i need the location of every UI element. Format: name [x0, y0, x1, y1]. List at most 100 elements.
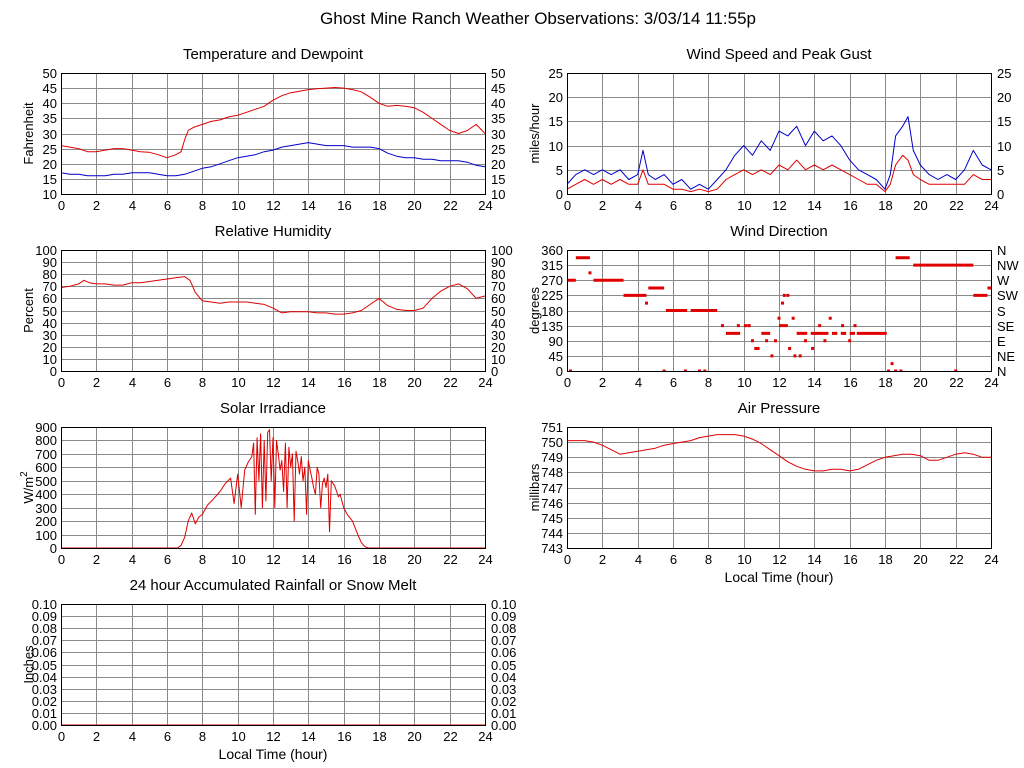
x-tick-label: 10 — [231, 375, 245, 390]
x-tick-label: 18 — [372, 552, 386, 567]
direction-point — [899, 369, 903, 372]
x-tick-label: 18 — [878, 375, 892, 390]
right-tick-label: 10 — [491, 187, 505, 202]
right-tick-label: 0.01 — [491, 706, 516, 721]
direction-point — [798, 354, 802, 358]
right-tick-label: 0.02 — [491, 694, 516, 709]
x-tick-label: 6 — [164, 198, 171, 213]
right-tick-label: 45 — [491, 81, 505, 96]
x-tick-label: 0 — [564, 198, 571, 213]
y-tick-label: 180 — [541, 304, 563, 319]
y-tick-label: 746 — [541, 496, 563, 511]
y-tick-label: 0.08 — [32, 621, 57, 636]
right-tick-label: SE — [997, 319, 1015, 334]
x-tick-label: 24 — [984, 375, 998, 390]
x-tick-label: 12 — [772, 552, 786, 567]
plot-area — [567, 434, 991, 472]
plot-area — [567, 256, 991, 372]
x-tick-label: 20 — [913, 198, 927, 213]
x-tick-label: 16 — [843, 375, 857, 390]
y-axis-label: W/m2 — [19, 471, 36, 504]
x-tick-label: 10 — [231, 729, 245, 744]
series-line-0 — [61, 276, 485, 315]
y-tick-label: 744 — [541, 526, 563, 541]
direction-point — [788, 346, 792, 350]
y-tick-label: 15 — [43, 172, 57, 187]
y-tick-label: 20 — [43, 157, 57, 172]
y-tick-label: 749 — [541, 450, 563, 465]
x-tick-label: 2 — [599, 552, 606, 567]
x-tick-label: 2 — [93, 552, 100, 567]
right-tick-label: S — [997, 304, 1006, 319]
plot-area — [61, 276, 485, 315]
right-tick-label: 10 — [491, 352, 505, 367]
x-tick-label: 4 — [635, 552, 642, 567]
x-tick-label: 2 — [93, 375, 100, 390]
x-tick-label: 8 — [705, 198, 712, 213]
right-tick-label: 0.07 — [491, 633, 516, 648]
x-tick-label: 20 — [913, 552, 927, 567]
y-tick-label: 35 — [43, 111, 57, 126]
x-tick-label: 6 — [164, 552, 171, 567]
x-tick-label: 2 — [93, 198, 100, 213]
x-tick-label: 2 — [93, 729, 100, 744]
series-line-0 — [61, 429, 485, 549]
x-tick-label: 22 — [443, 198, 457, 213]
x-tick-label: 24 — [984, 198, 998, 213]
right-tick-label: 35 — [491, 111, 505, 126]
chart-frame — [61, 604, 486, 726]
direction-point — [894, 369, 898, 372]
direction-point — [765, 339, 769, 343]
x-tick-label: 14 — [301, 729, 315, 744]
x-tick-label: 20 — [407, 198, 421, 213]
y-tick-label: 0.10 — [32, 597, 57, 612]
x-tick-label: 16 — [843, 552, 857, 567]
x-tick-label: 24 — [478, 375, 492, 390]
chart-rain: 24 hour Accumulated Rainfall or Snow Mel… — [21, 577, 516, 762]
y-tick-label: 747 — [541, 481, 563, 496]
x-tick-label: 0 — [58, 198, 65, 213]
y-tick-label: 10 — [43, 352, 57, 367]
x-tick-label: 8 — [705, 375, 712, 390]
y-tick-label: 50 — [43, 304, 57, 319]
x-tick-label: 4 — [129, 552, 136, 567]
x-tick-label: 10 — [737, 375, 751, 390]
y-axis-label-superscript: 2 — [19, 471, 30, 477]
y-tick-label: 15 — [549, 114, 563, 129]
chart-frame — [567, 73, 992, 195]
y-tick-label: 0.01 — [32, 706, 57, 721]
y-tick-label: 0.07 — [32, 633, 57, 648]
y-tick-label: 40 — [43, 316, 57, 331]
right-tick-label: 20 — [491, 157, 505, 172]
y-tick-label: 0.06 — [32, 645, 57, 660]
y-tick-label: 0.09 — [32, 609, 57, 624]
y-axis-label: degrees — [527, 287, 542, 334]
x-tick-label: 20 — [913, 375, 927, 390]
x-tick-label: 12 — [772, 375, 786, 390]
x-tick-label: 16 — [843, 198, 857, 213]
y-tick-label: 45 — [43, 81, 57, 96]
right-tick-label: E — [997, 334, 1006, 349]
direction-point — [887, 369, 891, 372]
x-tick-label: 18 — [878, 552, 892, 567]
page-title: Ghost Mine Ranch Weather Observations: 3… — [320, 9, 756, 28]
direction-point — [793, 354, 797, 358]
y-tick-label: 70 — [43, 279, 57, 294]
x-tick-label: 18 — [372, 375, 386, 390]
right-tick-label: N — [997, 243, 1006, 258]
x-tick-label: 24 — [478, 552, 492, 567]
x-tick-label: 22 — [443, 552, 457, 567]
series-line-0 — [567, 116, 991, 190]
x-tick-label: 2 — [599, 375, 606, 390]
direction-point — [811, 346, 815, 350]
x-tick-label: 12 — [266, 375, 280, 390]
x-tick-label: 14 — [807, 375, 821, 390]
y-tick-label: 200 — [35, 514, 57, 529]
plot-area — [61, 429, 485, 549]
y-tick-label: 600 — [35, 460, 57, 475]
y-tick-label: 20 — [43, 340, 57, 355]
right-tick-label: NE — [997, 349, 1015, 364]
